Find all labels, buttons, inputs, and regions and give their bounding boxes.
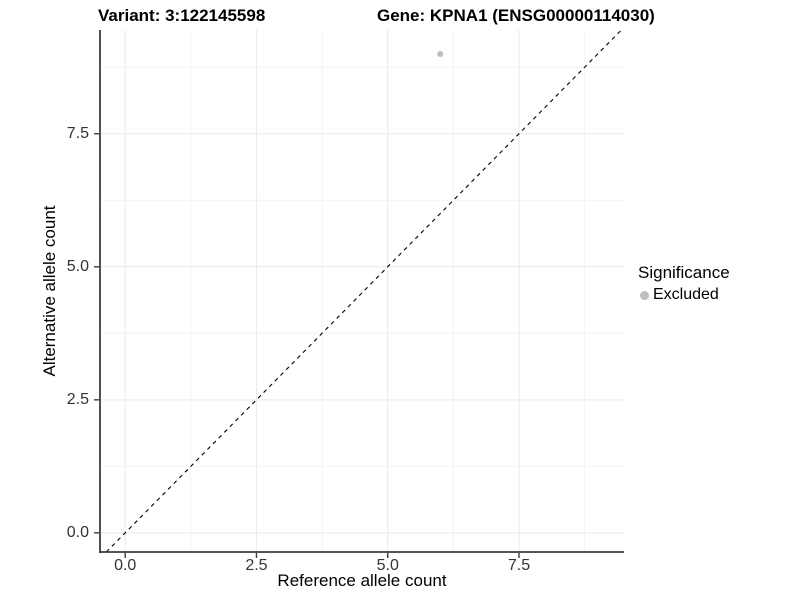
x-tick-label-0: 0.0 bbox=[114, 557, 137, 574]
x-tick-label-1: 2.5 bbox=[245, 557, 268, 574]
y-tick-label-2: 5.0 bbox=[66, 257, 89, 275]
y-tick-label-0: 0.0 bbox=[66, 523, 89, 541]
y-tick-label-1: 2.5 bbox=[66, 390, 89, 408]
y-tick-label-3: 7.5 bbox=[66, 124, 89, 142]
plot-title-variant: Variant: 3:122145598 bbox=[98, 6, 266, 25]
legend-item-label: Excluded bbox=[653, 286, 719, 303]
y-axis-title: Alternative allele count bbox=[40, 205, 59, 377]
x-tick-label-2: 5.0 bbox=[376, 557, 399, 574]
plot-title-gene: Gene: KPNA1 (ENSG00000114030) bbox=[377, 6, 655, 25]
legend-item-excluded: Excluded bbox=[638, 286, 730, 304]
data-point-excluded bbox=[437, 50, 444, 57]
x-tick-label-3: 7.5 bbox=[507, 557, 531, 574]
legend: Significance Excluded bbox=[638, 263, 730, 304]
legend-title: Significance bbox=[638, 263, 730, 282]
identity-reference-line bbox=[105, 29, 622, 553]
legend-marker-excluded-icon bbox=[640, 290, 649, 300]
x-axis-title: Reference allele count bbox=[277, 571, 447, 590]
